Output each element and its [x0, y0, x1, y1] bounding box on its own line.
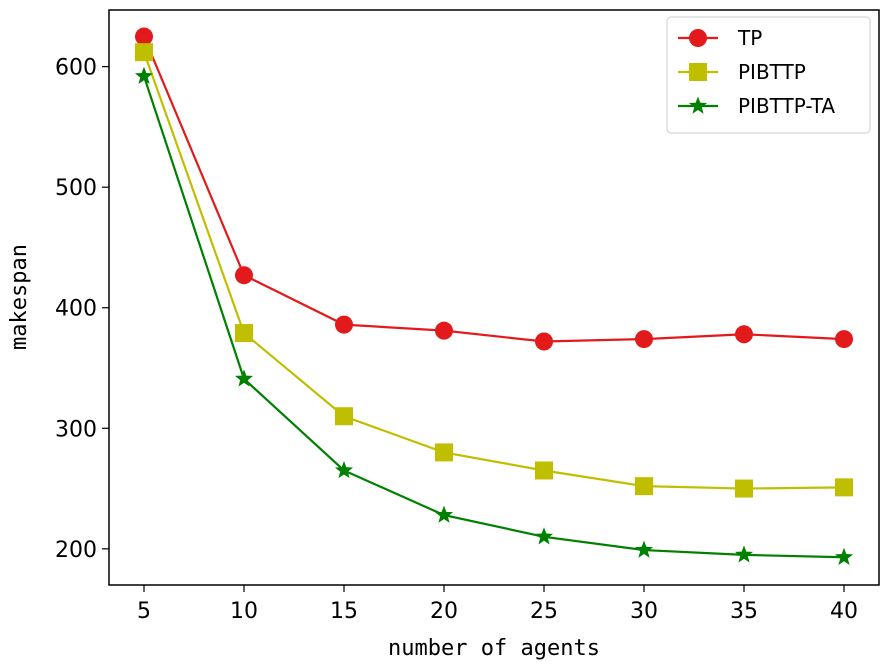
data-point	[734, 545, 754, 563]
data-point	[134, 66, 154, 84]
y-axis: 200 300 400 500 600	[55, 56, 109, 563]
x-axis-label: number of agents	[388, 636, 600, 661]
legend: TP PIBTTP PIBTTP-TA	[666, 16, 871, 134]
data-point	[634, 540, 654, 558]
data-point	[534, 527, 554, 545]
legend-item: TP	[678, 26, 762, 50]
data-point	[535, 332, 553, 351]
data-point	[135, 27, 153, 46]
data-point	[735, 479, 753, 498]
series-line	[142, 51, 845, 490]
series-pibttp-ta	[134, 66, 854, 565]
legend-marker	[689, 29, 707, 47]
data-point	[834, 547, 854, 565]
data-point	[235, 324, 253, 343]
x-axis: 5 10 15 20 25 30 35 40	[137, 585, 858, 624]
y-axis-label: makespan	[7, 244, 32, 350]
data-point	[835, 478, 853, 497]
data-point	[335, 407, 353, 426]
x-tick-label: 30	[630, 599, 658, 624]
data-point	[635, 330, 653, 349]
legend-label: PIBTTP-TA	[738, 94, 835, 118]
legend-marker	[689, 63, 707, 81]
series-line	[142, 75, 845, 559]
data-point	[535, 461, 553, 480]
x-tick-label: 35	[730, 599, 758, 624]
data-point	[334, 460, 354, 479]
legend-label: TP	[737, 26, 762, 50]
y-tick-label: 600	[55, 56, 97, 81]
data-point	[835, 330, 853, 349]
legend-item: PIBTTP-TA	[678, 94, 835, 118]
data-point	[234, 369, 254, 387]
x-tick-label: 25	[530, 599, 558, 624]
x-tick-label: 15	[330, 599, 358, 624]
x-tick-label: 40	[830, 599, 858, 624]
series-line	[142, 36, 845, 343]
y-tick-label: 500	[55, 176, 97, 201]
series-layer	[134, 27, 854, 565]
y-tick-label: 400	[55, 297, 97, 322]
y-tick-label: 200	[55, 538, 97, 563]
legend-marker	[688, 96, 708, 114]
x-tick-label: 20	[430, 599, 458, 624]
data-point	[335, 315, 353, 334]
data-point	[635, 477, 653, 496]
x-tick-label: 5	[137, 599, 151, 624]
series-pibttp	[135, 43, 853, 498]
legend-label: PIBTTP	[738, 60, 806, 84]
data-point	[235, 266, 253, 285]
series-tp	[135, 27, 853, 351]
data-point	[735, 325, 753, 344]
y-tick-label: 300	[55, 417, 97, 442]
data-point	[434, 505, 454, 523]
x-tick-label: 10	[230, 599, 258, 624]
plot-area-frame	[108, 9, 880, 586]
data-point	[435, 443, 453, 462]
legend-item: PIBTTP	[678, 60, 806, 84]
data-point	[435, 321, 453, 340]
legend-box	[666, 16, 871, 134]
data-point	[135, 43, 153, 62]
